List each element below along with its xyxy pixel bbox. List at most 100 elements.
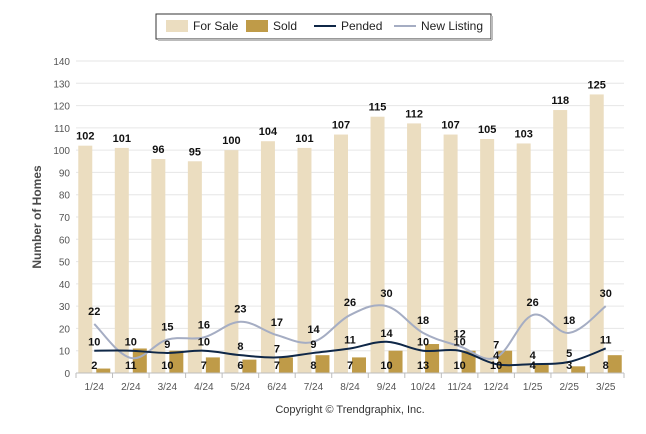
data-label-sold: 10 bbox=[380, 360, 392, 372]
data-label-for-sale: 107 bbox=[332, 120, 350, 132]
x-tick-label: 8/24 bbox=[340, 382, 360, 393]
bar-for-sale bbox=[553, 110, 568, 374]
bar-for-sale bbox=[589, 94, 604, 373]
legend-label: Sold bbox=[273, 19, 297, 33]
bars bbox=[78, 94, 622, 374]
y-tick-label: 100 bbox=[53, 146, 70, 157]
bar-sold bbox=[498, 350, 513, 373]
data-label-sold: 6 bbox=[237, 360, 243, 372]
x-tick-label: 2/25 bbox=[559, 382, 579, 393]
x-tick-label: 5/24 bbox=[231, 382, 251, 393]
bar-sold bbox=[571, 366, 586, 373]
bar-sold bbox=[315, 355, 330, 373]
bar-sold bbox=[242, 359, 257, 373]
bar-for-sale bbox=[407, 123, 422, 374]
bar-sold bbox=[534, 364, 549, 373]
data-label-pended: 4 bbox=[493, 350, 500, 362]
data-label-pended: 10 bbox=[198, 337, 210, 349]
legend-label: Pended bbox=[341, 19, 382, 33]
bar-for-sale bbox=[370, 116, 385, 373]
x-tick-label: 1/25 bbox=[523, 382, 543, 393]
data-label-pended: 9 bbox=[164, 339, 170, 351]
data-label-sold: 4 bbox=[530, 360, 537, 372]
bar-for-sale bbox=[78, 145, 93, 373]
data-label-pended: 4 bbox=[530, 350, 537, 362]
bar-for-sale bbox=[297, 147, 312, 373]
bar-for-sale bbox=[334, 134, 348, 373]
line-new-listing bbox=[93, 304, 607, 360]
bar-for-sale bbox=[187, 161, 202, 373]
data-label-new-listing: 18 bbox=[417, 315, 429, 327]
data-label-new-listing: 16 bbox=[198, 319, 210, 331]
x-tick-label: 1/24 bbox=[85, 382, 105, 393]
data-label-for-sale: 101 bbox=[295, 133, 313, 145]
data-label-pended: 10 bbox=[453, 337, 465, 349]
data-label-sold: 10 bbox=[490, 360, 502, 372]
bar-sold bbox=[96, 368, 111, 373]
data-label-new-listing: 23 bbox=[234, 304, 246, 316]
data-label-for-sale: 105 bbox=[478, 124, 496, 136]
y-tick-label: 10 bbox=[59, 347, 71, 358]
data-label-pended: 10 bbox=[88, 337, 100, 349]
x-tick-label: 12/24 bbox=[484, 382, 509, 393]
y-tick-label: 140 bbox=[53, 57, 70, 68]
data-label-new-listing: 30 bbox=[380, 288, 392, 300]
x-tick-label: 7/24 bbox=[304, 382, 324, 393]
y-tick-label: 80 bbox=[59, 191, 71, 202]
data-label-sold: 8 bbox=[603, 360, 609, 372]
legend-label: For Sale bbox=[193, 19, 239, 33]
bar-sold bbox=[205, 357, 220, 373]
bar-for-sale bbox=[114, 147, 129, 373]
data-label-sold: 7 bbox=[274, 360, 280, 372]
y-tick-label: 110 bbox=[54, 124, 70, 135]
data-label-for-sale: 95 bbox=[189, 146, 201, 158]
data-label-for-sale: 118 bbox=[551, 95, 569, 107]
bar-for-sale bbox=[443, 134, 458, 373]
data-label-new-listing: 18 bbox=[563, 315, 575, 327]
data-label-sold: 7 bbox=[201, 360, 207, 372]
data-label-sold: 10 bbox=[161, 360, 173, 372]
x-tick-label: 11/24 bbox=[447, 382, 472, 393]
data-label-pended: 9 bbox=[310, 339, 316, 351]
gridlines bbox=[76, 60, 624, 352]
axes: 0 10 20 30 40 50 60 70 80 90 100 110 120 130 140 1/24 2/… bbox=[53, 57, 625, 393]
data-label-new-listing: 30 bbox=[600, 288, 612, 300]
x-tick-label: 6/24 bbox=[267, 382, 287, 393]
y-tick-label: 70 bbox=[59, 213, 71, 224]
data-label-for-sale: 96 bbox=[152, 144, 164, 156]
bar-sold bbox=[388, 350, 403, 373]
data-label-for-sale: 104 bbox=[259, 126, 278, 138]
bar-for-sale bbox=[480, 139, 495, 373]
legend-swatch bbox=[246, 20, 268, 32]
y-tick-label: 60 bbox=[59, 235, 71, 246]
bar-sold bbox=[607, 355, 622, 373]
data-label-for-sale: 112 bbox=[405, 108, 423, 120]
y-tick-label: 50 bbox=[59, 258, 71, 269]
bar-for-sale bbox=[516, 143, 531, 373]
bar-sold bbox=[278, 357, 293, 373]
x-tick-label: 3/25 bbox=[596, 382, 616, 393]
x-tick-label: 9/24 bbox=[377, 382, 397, 393]
data-label-for-sale: 115 bbox=[369, 102, 387, 114]
data-label-new-listing: 7 bbox=[493, 339, 499, 351]
x-tick-label: 3/24 bbox=[158, 382, 178, 393]
copyright-text: Copyright © Trendgraphix, Inc. bbox=[275, 404, 424, 416]
data-label-sold: 10 bbox=[453, 360, 465, 372]
y-tick-label: 40 bbox=[59, 280, 71, 291]
y-axis-label: Number of Homes bbox=[30, 165, 44, 269]
bar-for-sale bbox=[224, 150, 239, 373]
data-label-sold: 7 bbox=[347, 360, 353, 372]
data-label-for-sale: 102 bbox=[76, 131, 94, 143]
data-label-new-listing: 15 bbox=[161, 322, 173, 334]
bar-for-sale bbox=[151, 159, 166, 373]
line-pended bbox=[94, 340, 607, 367]
data-label-pended: 8 bbox=[237, 341, 243, 353]
data-label-pended: 11 bbox=[344, 334, 356, 346]
y-tick-label: 0 bbox=[64, 369, 70, 380]
y-tick-label: 120 bbox=[53, 102, 70, 113]
data-label-pended: 10 bbox=[125, 337, 137, 349]
series-lines bbox=[93, 304, 607, 367]
data-label-sold: 2 bbox=[91, 360, 97, 372]
data-label-pended: 10 bbox=[417, 337, 429, 349]
legend-swatch bbox=[166, 20, 188, 32]
